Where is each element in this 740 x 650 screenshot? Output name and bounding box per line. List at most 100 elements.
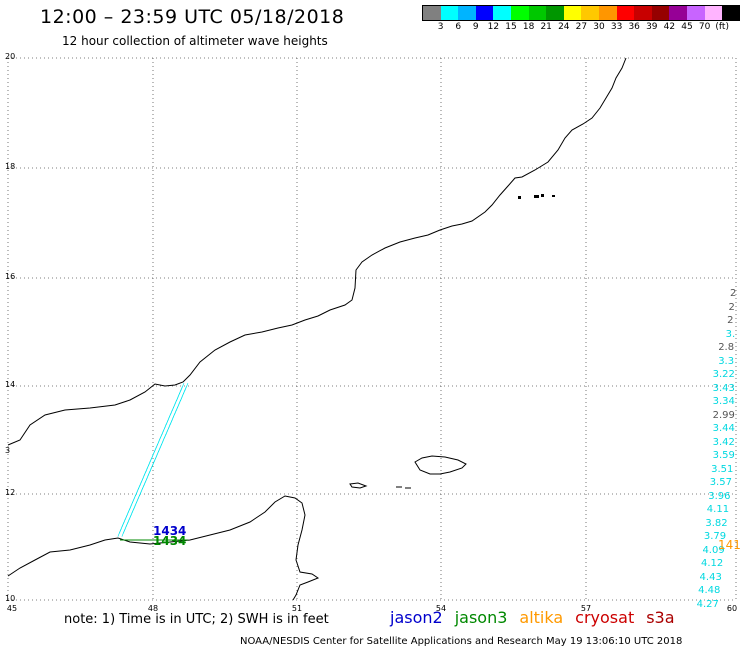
wave-height-value: 3.43 — [712, 382, 735, 394]
island-abd-al-kuri — [349, 482, 368, 489]
wave-height-mark: — — [122, 507, 135, 519]
color-swatch — [669, 6, 687, 20]
coastline-somalia — [7, 495, 320, 601]
wave-height-mark: — — [173, 398, 186, 410]
wave-height-mark: — — [160, 418, 173, 430]
wave-height-mark: — — [131, 486, 144, 498]
latitude-label: 14 — [5, 380, 16, 389]
wave-height-value: 4.09 — [702, 544, 725, 556]
wave-height-mark: — — [155, 432, 168, 444]
color-scale-label: 15 — [505, 22, 517, 32]
wave-height-value: 3.42 — [712, 436, 735, 448]
wave-height-mark: — — [125, 500, 138, 512]
wave-height-mark: — — [179, 384, 192, 396]
wave-height-mark: — — [164, 418, 177, 430]
wave-height-mark: — — [153, 435, 166, 447]
wave-height-value: 2 — [730, 288, 737, 299]
legend-jason3: jason3 — [454, 608, 508, 627]
wave-height-mark: — — [126, 507, 139, 519]
wave-height-mark: — — [159, 432, 172, 444]
wave-height-mark: — — [116, 520, 129, 532]
wave-height-mark: — — [156, 439, 169, 451]
longitude-label: 57 — [580, 604, 592, 613]
wave-height-mark: — — [169, 408, 182, 420]
wave-height-mark: — — [132, 493, 145, 505]
latitude-label: 20 — [5, 52, 16, 61]
wave-height-value: 3.79 — [703, 531, 727, 542]
wave-height-mark: — — [139, 476, 152, 488]
side-label: 3 — [5, 446, 11, 455]
wave-height-mark: — — [151, 449, 164, 461]
legend-altika: altika — [519, 608, 564, 627]
longitude-label: 54 — [435, 604, 447, 613]
wave-height-mark: — — [128, 493, 141, 505]
latitude-label: 18 — [5, 162, 16, 171]
wave-height-mark: — — [163, 412, 176, 424]
wave-height-mark: — — [166, 405, 179, 417]
wave-height-mark: — — [157, 435, 170, 447]
map-title: 12:00 – 23:59 UTC 05/18/2018 — [40, 6, 345, 28]
wave-height-mark: — — [130, 490, 143, 502]
color-scale-label: 24 — [558, 22, 570, 32]
latitude-label: 16 — [5, 272, 16, 281]
color-scale-label: 42 — [663, 22, 676, 32]
wave-height-mark: — — [165, 408, 178, 420]
wave-height-value: 2.99 — [712, 409, 735, 421]
wave-height-mark: — — [138, 479, 151, 491]
wave-height-mark: — — [114, 527, 127, 539]
color-swatch — [563, 6, 582, 20]
color-swatch — [440, 6, 459, 20]
color-scale-label: 9 — [472, 22, 479, 32]
wave-height-mark: — — [137, 483, 150, 495]
wave-height-value: 4.11 — [706, 504, 730, 515]
wave-height-mark: — — [124, 503, 137, 515]
color-swatch — [458, 6, 476, 20]
legend-s3a: s3a — [646, 608, 675, 627]
latitude-label: 10 — [5, 594, 16, 603]
wave-height-mark: — — [176, 391, 189, 403]
color-scale-label: 39 — [646, 22, 658, 32]
color-swatch — [598, 6, 617, 20]
wave-height-mark: — — [181, 381, 194, 393]
color-scale-label: 70 — [698, 22, 711, 32]
color-swatch — [686, 6, 705, 20]
jason3-time-label: 1434 — [153, 534, 187, 548]
coastline-arabia — [7, 57, 627, 446]
color-scale-label: 6 — [455, 22, 462, 32]
map-frame — [8, 58, 736, 601]
color-scale-label: 36 — [628, 22, 640, 32]
altika-time-label: 141 — [718, 538, 740, 552]
wave-height-mark: — — [133, 483, 146, 495]
wave-height-value: 4.48 — [698, 585, 721, 596]
grid-lines — [7, 57, 737, 601]
wave-height-mark: — — [178, 388, 191, 400]
longitude-label: 48 — [147, 604, 159, 613]
wave-height-value: 3.22 — [712, 369, 735, 380]
wave-height-mark: — — [120, 520, 133, 532]
color-scale-label: 33 — [610, 22, 623, 32]
color-scale-label: 30 — [593, 22, 605, 32]
wave-height-mark: — — [127, 496, 140, 508]
color-scale-label: 3 — [437, 22, 444, 32]
wave-height-mark: — — [140, 466, 153, 478]
wave-height-mark: — — [157, 425, 170, 437]
wave-height-mark: — — [145, 463, 158, 475]
wave-height-value: 2.8 — [718, 342, 735, 353]
note-text: note: 1) Time is in UTC; 2) SWH is in fe… — [64, 612, 329, 627]
color-swatch — [634, 6, 652, 20]
wave-height-mark: — — [128, 503, 141, 515]
wave-height-mark: — — [141, 473, 154, 485]
color-swatch — [510, 6, 529, 20]
wave-height-mark: — — [149, 446, 162, 458]
color-swatch — [581, 6, 599, 20]
color-swatch — [423, 6, 441, 20]
wave-height-mark: — — [138, 469, 151, 481]
wave-height-mark: — — [121, 510, 134, 522]
wave-height-mark: — — [168, 401, 181, 413]
wave-height-mark: — — [167, 412, 180, 424]
altimeter-track-left: ————————————————————————————————————————… — [114, 381, 194, 541]
wave-height-mark: — — [166, 415, 179, 427]
wave-height-value: 4.27 — [696, 598, 719, 610]
wave-height-mark: — — [160, 429, 173, 441]
